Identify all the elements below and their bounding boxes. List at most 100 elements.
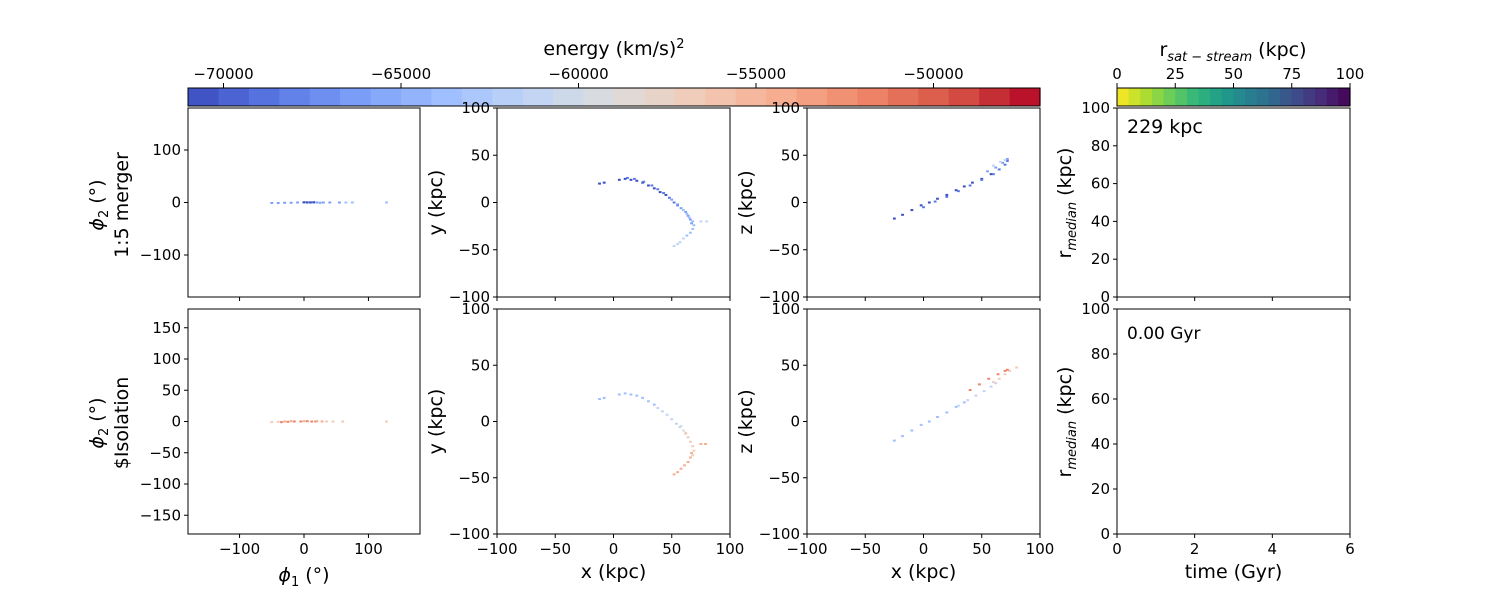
top-xy-point xyxy=(623,177,627,180)
top-xz-point xyxy=(1005,159,1009,162)
bottom-xz-ytick-label: 50 xyxy=(781,356,800,374)
bottom-rmedian-ytick-label: 0 xyxy=(1100,525,1110,543)
top-xz-point xyxy=(919,204,923,207)
top-xz-point xyxy=(997,168,1001,171)
bottom-xy-point xyxy=(679,467,683,470)
top-xz-ytick-label: −50 xyxy=(768,241,800,259)
top-xz-point xyxy=(945,193,949,196)
bottom-xz-ytick-label: 0 xyxy=(790,413,800,431)
energy-colorbar-segment xyxy=(431,88,463,106)
bottom-rmedian-xtick-label: 2 xyxy=(1190,540,1200,558)
top-rmedian-panel: 0 20 40 60 80 100 xyxy=(1081,99,1351,306)
bottom-phi-point xyxy=(302,420,306,423)
energy-colorbar-segment xyxy=(644,88,676,106)
energy-colorbar-segment xyxy=(401,88,433,106)
bottom-xz-point xyxy=(945,411,949,414)
top-phi-ytick-label: 0 xyxy=(171,194,181,212)
bottom-xy-point xyxy=(686,461,690,463)
top-xy-point xyxy=(688,231,692,234)
rsat-colorbar-segment xyxy=(1338,88,1351,106)
top-xy-ylabel: y (kpc) xyxy=(425,170,447,236)
bottom-xy-point xyxy=(617,393,621,396)
bottom-phi-point xyxy=(280,421,283,424)
top-rmedian-ytick-label: 40 xyxy=(1091,212,1110,230)
bottom-xy-point xyxy=(686,436,690,439)
bottom-xy-xtick-label: 100 xyxy=(716,540,745,558)
rsat-colorbar-segment xyxy=(1151,88,1165,106)
bottom-xy-frame xyxy=(496,308,731,535)
top-xy-point xyxy=(688,218,692,221)
bottom-rmedian-ytick-label: 40 xyxy=(1091,435,1110,453)
bottom-xz-point xyxy=(1003,373,1007,376)
rsat-colorbar-segment xyxy=(1245,88,1258,106)
energy-colorbar-segment xyxy=(553,88,585,106)
bottom-xy-point xyxy=(690,452,693,454)
top-xy-point xyxy=(691,227,695,230)
bottom-xy-point xyxy=(672,473,676,476)
top-xz-point xyxy=(994,166,998,169)
top-phi-point xyxy=(315,201,319,204)
rsat-colorbar-segment xyxy=(1140,88,1153,106)
bottom-rmedian-frame xyxy=(1116,308,1351,535)
rsat-colorbar-tick-label: 50 xyxy=(1224,65,1243,83)
top-phi-point xyxy=(302,201,306,204)
bottom-xz-point xyxy=(987,377,991,380)
top-xy-panel: −100 −50 0 50 100 y (kpc) xyxy=(425,99,731,306)
energy-colorbar-tick-label: −50000 xyxy=(903,65,963,83)
bottom-xz-point xyxy=(996,373,1000,376)
energy-colorbar-segment xyxy=(705,88,737,106)
bottom-xz-point xyxy=(957,404,960,407)
energy-colorbar-segment xyxy=(887,88,919,106)
top-xy-point xyxy=(642,180,646,183)
bottom-phi-point xyxy=(315,420,319,423)
bottom-xy-point xyxy=(684,431,688,434)
rsat-colorbar-segment xyxy=(1163,88,1176,106)
bottom-rmedian-ytick-label: 80 xyxy=(1091,345,1110,363)
top-xz-point xyxy=(968,184,972,187)
bottom-xy-xtick-label: 0 xyxy=(609,540,619,558)
bottom-rmedian-xtick-label: 4 xyxy=(1268,540,1278,558)
bottom-xy-ytick-label: 50 xyxy=(471,356,490,374)
bottom-phi-ytick-label: 100 xyxy=(152,350,181,368)
top-xy-point xyxy=(668,196,671,199)
top-phi-point xyxy=(321,201,325,204)
rsat-colorbar-segment xyxy=(1280,88,1293,106)
energy-colorbar-segment xyxy=(218,88,250,106)
bottom-xy-point xyxy=(691,454,695,457)
top-xz-ylabel: z (kpc) xyxy=(735,170,757,234)
top-xz-point xyxy=(954,189,958,192)
rsat-colorbar-segment xyxy=(1303,88,1316,106)
rsat-colorbar-segment xyxy=(1221,88,1235,106)
top-xy-point xyxy=(633,177,636,180)
rmedian-ylabel-bottom: rmedian (kpc) xyxy=(1054,367,1080,478)
top-xy-point xyxy=(647,184,650,187)
energy-colorbar-segment xyxy=(766,88,798,106)
bottom-xy-point xyxy=(623,392,627,395)
top-xy-point xyxy=(685,234,689,237)
energy-colorbar-segment xyxy=(827,88,859,106)
bottom-xz-point xyxy=(910,429,914,432)
bottom-xz-point xyxy=(919,423,923,426)
top-xy-point xyxy=(629,178,633,181)
bottom-phi-point xyxy=(305,420,309,423)
energy-colorbar: −70000 −65000 −60000 −55000 −50000 xyxy=(187,65,1041,107)
top-rmedian-ytick-label: 80 xyxy=(1091,137,1110,155)
bottom-xz-point xyxy=(994,382,998,385)
bottom-xz-ylabel: z (kpc) xyxy=(735,389,757,453)
bottom-xy-point xyxy=(661,410,664,413)
bottom-phi-point xyxy=(331,420,335,423)
bottom-phi-xtick-label: −100 xyxy=(219,540,260,558)
top-xy-frame xyxy=(496,107,731,298)
rsat-colorbar-segment xyxy=(1128,88,1141,106)
bottom-phi-ytick-label: −150 xyxy=(140,506,181,524)
top-xy-point xyxy=(672,201,676,204)
rsat-colorbar-segment xyxy=(1326,88,1339,106)
energy-colorbar-tick-label: −70000 xyxy=(193,65,253,83)
bottom-xz-point xyxy=(978,383,981,386)
bottom-xy-xlabel: x (kpc) xyxy=(581,561,647,583)
top-xy-point xyxy=(652,187,656,190)
energy-colorbar-segment xyxy=(1009,88,1041,106)
bottom-xy-point xyxy=(656,407,660,409)
top-xy-ytick-label: −100 xyxy=(449,288,490,306)
